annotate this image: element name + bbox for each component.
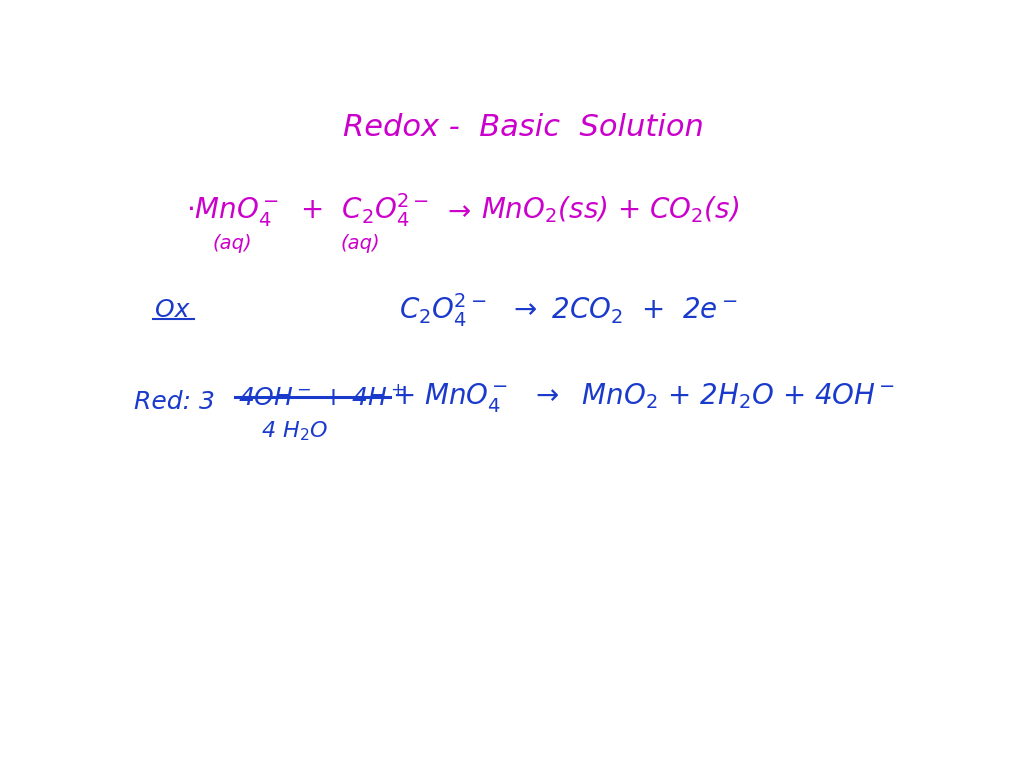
- Text: (aq): (aq): [213, 233, 253, 253]
- Text: 4 H$_2$O: 4 H$_2$O: [261, 419, 329, 443]
- Text: + MnO$_4^-$  $\rightarrow$  MnO$_2$ + 2H$_2$O + 4OH$^-$: + MnO$_4^-$ $\rightarrow$ MnO$_2$ + 2H$_…: [391, 381, 894, 414]
- Text: 4OH$^-$ + 4H$^+$: 4OH$^-$ + 4H$^+$: [238, 385, 404, 409]
- Text: $\cdot$MnO$_4^-$  +  C$_2$O$_4^{2-}$: $\cdot$MnO$_4^-$ + C$_2$O$_4^{2-}$: [186, 191, 429, 229]
- Text: (aq): (aq): [341, 233, 380, 253]
- Text: Red: 3: Red: 3: [134, 390, 215, 415]
- Text: Redox -  Basic  Solution: Redox - Basic Solution: [343, 113, 703, 142]
- Text: $\rightarrow$: $\rightarrow$: [442, 196, 471, 224]
- Text: MnO$_2$(ss) + CO$_2$(s): MnO$_2$(ss) + CO$_2$(s): [480, 194, 739, 225]
- Text: Ox: Ox: [155, 298, 189, 322]
- Text: C$_2$O$_4^{2-}$  $\rightarrow$ 2CO$_2$  +  2e$^-$: C$_2$O$_4^{2-}$ $\rightarrow$ 2CO$_2$ + …: [399, 291, 737, 329]
